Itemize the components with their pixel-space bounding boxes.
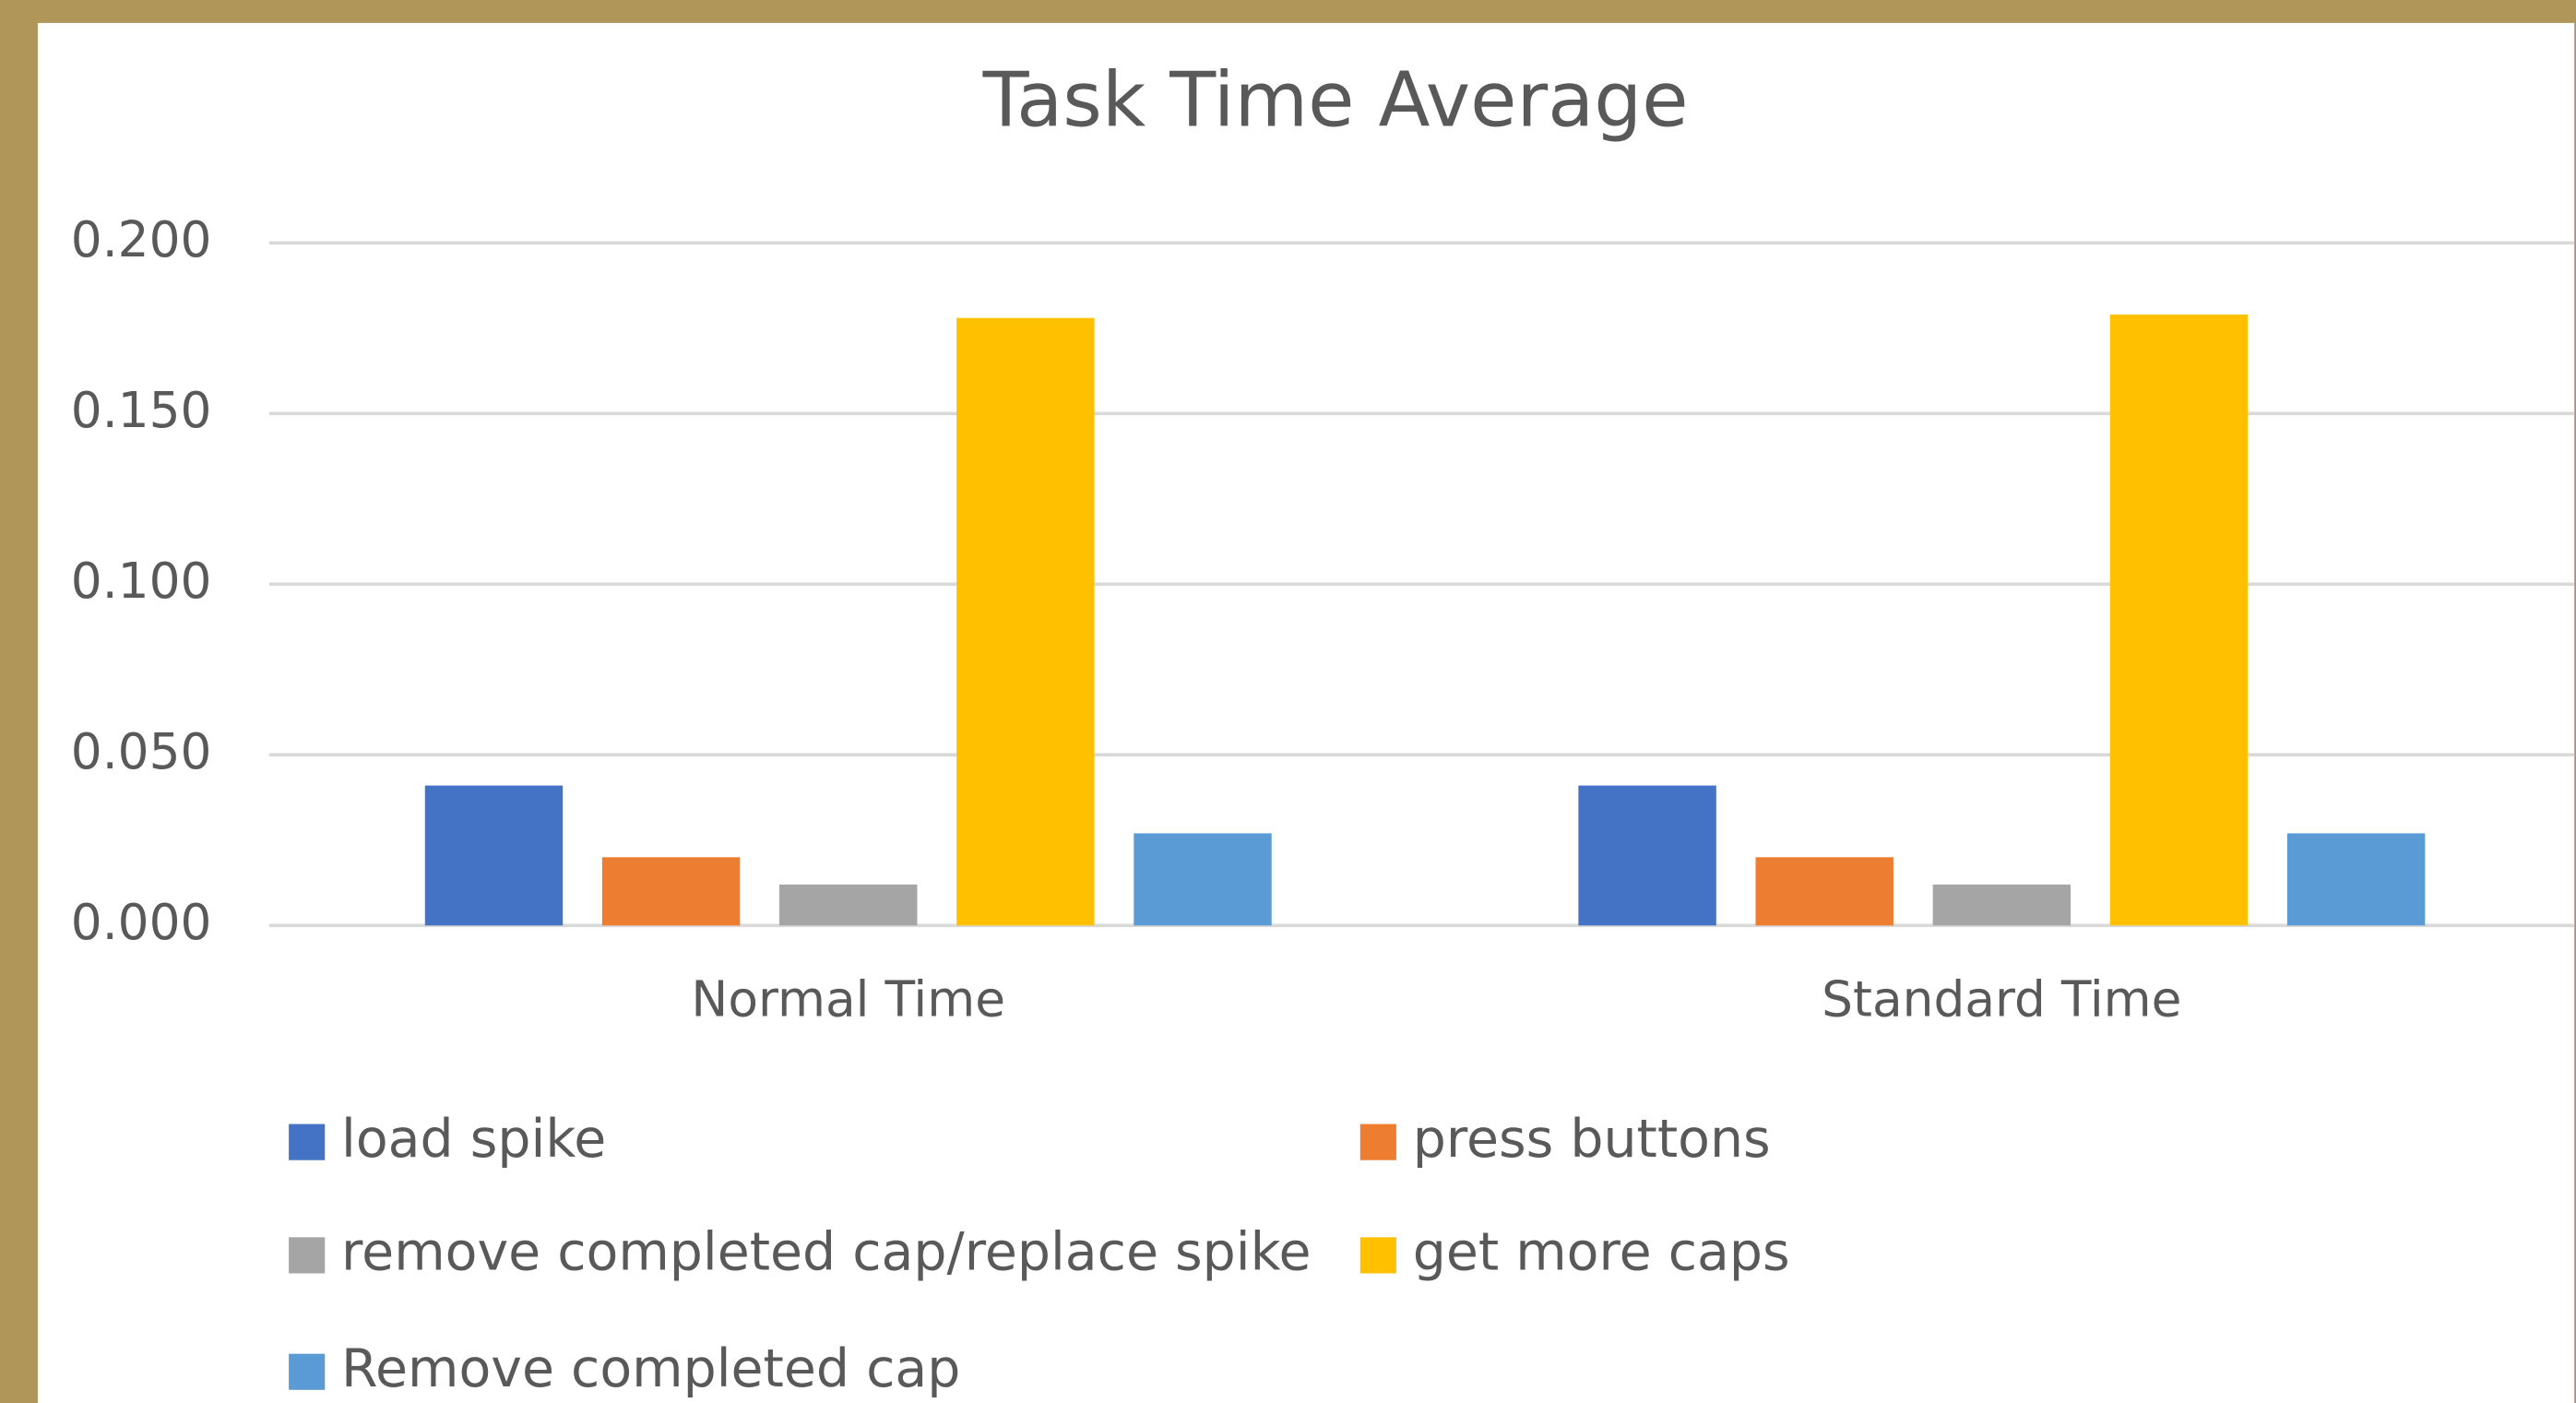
y-tick-label: 0.100 [71, 552, 212, 610]
x-tick-label: Standard Time [1822, 970, 2181, 1028]
legend-swatch [1359, 1124, 1396, 1160]
chart-title: Task Time Average [982, 56, 1689, 144]
legend-swatch [289, 1353, 326, 1390]
bar [601, 857, 741, 926]
bar [956, 317, 1095, 926]
y-tick-label: 0.150 [71, 381, 212, 439]
legend-label: press buttons [1413, 1109, 1771, 1170]
legend-swatch [289, 1237, 326, 1274]
legend-swatch [289, 1124, 326, 1160]
bar [2109, 314, 2249, 926]
x-tick-label: Normal Time [691, 970, 1005, 1028]
bar [1932, 884, 2071, 926]
bar [1578, 785, 1716, 926]
legend-swatch [1359, 1237, 1396, 1274]
bar [424, 785, 564, 926]
bar [1134, 833, 1272, 926]
legend-label: Remove completed cap [341, 1338, 960, 1399]
legend-label: remove completed cap/replace spike [341, 1222, 1312, 1283]
y-tick-label: 0.200 [71, 210, 212, 268]
bar [779, 884, 918, 926]
y-tick-label: 0.000 [71, 893, 212, 951]
bar [1755, 857, 1893, 926]
legend-label: get more caps [1413, 1222, 1790, 1283]
legend-label: load spike [341, 1109, 606, 1170]
y-tick-label: 0.050 [71, 722, 212, 780]
bar [2286, 833, 2426, 926]
